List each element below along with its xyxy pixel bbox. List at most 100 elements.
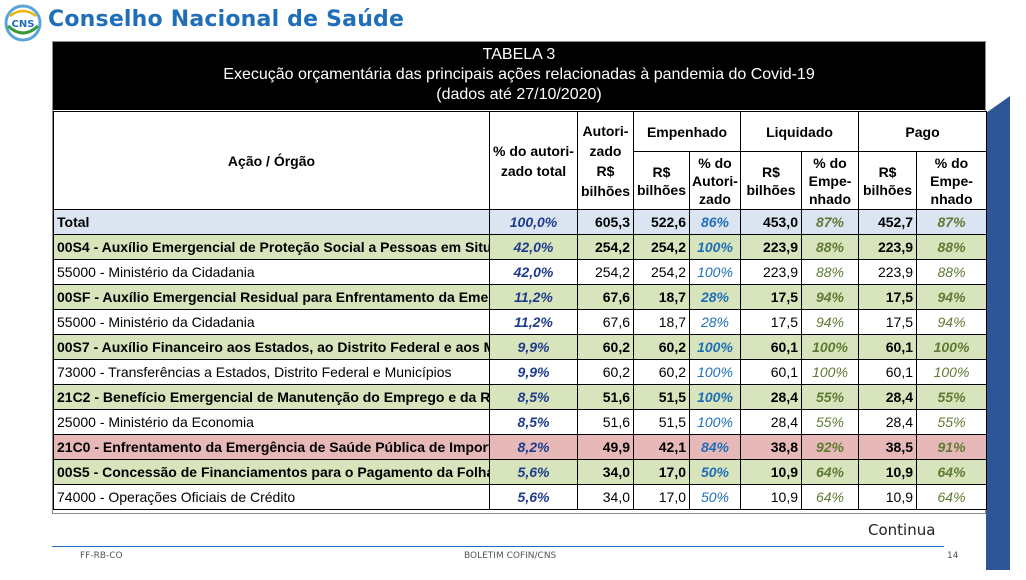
row-liquidado: 17,5 (740, 284, 802, 310)
row-name: 00S5 - Concessão de Financiamentos para … (53, 459, 490, 485)
budget-table: Ação / Órgão % do autori- zado total Aut… (53, 111, 988, 510)
budget-table-panel: TABELA 3 Execução orçamentária das princ… (52, 41, 988, 514)
row-empenhado-pct: 100% (689, 359, 741, 385)
row-pct-autorizado: 8,5% (489, 384, 578, 410)
table-row: 00S5 - Concessão de Financiamentos para … (53, 459, 988, 485)
row-name: 25000 - Ministério da Economia (53, 409, 490, 435)
row-empenhado-pct: 100% (689, 384, 741, 410)
row-liquidado-pct: 92% (800, 434, 860, 460)
header-pago: Pago (858, 111, 988, 152)
row-empenhado-pct: 100% (689, 234, 741, 260)
row-pago: 17,5 (858, 309, 918, 335)
row-empenhado-pct: 28% (689, 284, 741, 310)
row-empenhado: 18,7 (633, 309, 690, 335)
row-name: Total (53, 209, 490, 235)
decorative-bar (986, 112, 1010, 570)
row-liquidado: 60,1 (740, 359, 802, 385)
row-empenhado: 254,2 (633, 234, 690, 260)
row-autorizado: 51,6 (577, 384, 634, 410)
row-autorizado: 254,2 (577, 259, 634, 285)
table-row: 55000 - Ministério da Cidadania 42,0% 25… (53, 259, 988, 285)
table-title: Execução orçamentária das principais açõ… (223, 66, 815, 83)
row-liquidado-pct: 94% (800, 309, 860, 335)
row-empenhado: 60,2 (633, 334, 690, 360)
footer-left: FF-RB-CO (80, 551, 123, 561)
row-name: 21C0 - Enfrentamento da Emergência de Sa… (53, 434, 490, 460)
row-pct-autorizado: 5,6% (489, 484, 578, 510)
row-pago: 60,1 (858, 359, 918, 385)
row-empenhado: 522,6 (633, 209, 690, 235)
row-pago: 10,9 (858, 484, 918, 510)
row-liquidado: 223,9 (740, 259, 802, 285)
row-name: 73000 - Transferências a Estados, Distri… (53, 359, 490, 385)
row-name: 55000 - Ministério da Cidadania (53, 259, 490, 285)
row-liquidado: 17,5 (740, 309, 802, 335)
table-row: 55000 - Ministério da Cidadania 11,2% 67… (53, 309, 988, 335)
table-date-note: (dados até 27/10/2020) (436, 86, 602, 103)
row-pago-pct: 55% (916, 409, 988, 435)
row-liquidado-pct: 87% (800, 209, 860, 235)
row-pago: 28,4 (858, 409, 918, 435)
row-liquidado-pct: 88% (800, 234, 860, 260)
row-empenhado: 42,1 (633, 434, 690, 460)
row-empenhado-pct: 84% (689, 434, 741, 460)
table-title-block: TABELA 3 Execução orçamentária das princ… (53, 42, 985, 110)
table-row: 73000 - Transferências a Estados, Distri… (53, 359, 988, 385)
row-liquidado: 28,4 (740, 384, 802, 410)
row-liquidado-pct: 94% (800, 284, 860, 310)
row-autorizado: 34,0 (577, 459, 634, 485)
row-autorizado: 67,6 (577, 284, 634, 310)
table-row: 00SF - Auxílio Emergencial Residual para… (53, 284, 988, 310)
row-name: 74000 - Operações Oficiais de Crédito (53, 484, 490, 510)
row-liquidado-pct: 64% (800, 484, 860, 510)
row-autorizado: 60,2 (577, 359, 634, 385)
row-autorizado: 49,9 (577, 434, 634, 460)
row-empenhado: 17,0 (633, 484, 690, 510)
row-liquidado-pct: 88% (800, 259, 860, 285)
row-pago-pct: 94% (916, 309, 988, 335)
table-row: 21C0 - Enfrentamento da Emergência de Sa… (53, 434, 988, 460)
row-empenhado-pct: 50% (689, 484, 741, 510)
row-name: 00S4 - Auxílio Emergencial de Proteção S… (53, 234, 490, 260)
row-pct-autorizado: 8,5% (489, 409, 578, 435)
cns-logo: CNS (4, 4, 42, 42)
row-liquidado: 10,9 (740, 459, 802, 485)
row-pct-autorizado: 5,6% (489, 459, 578, 485)
row-pago-pct: 88% (916, 259, 988, 285)
row-empenhado-pct: 100% (689, 334, 741, 360)
row-liquidado: 10,9 (740, 484, 802, 510)
row-pago-pct: 64% (916, 484, 988, 510)
row-pago-pct: 55% (916, 384, 988, 410)
header-pct-autorizado: % do autori- zado total (489, 111, 578, 210)
table-number: TABELA 3 (482, 46, 556, 63)
row-empenhado: 60,2 (633, 359, 690, 385)
row-autorizado: 60,2 (577, 334, 634, 360)
row-pago-pct: 64% (916, 459, 988, 485)
row-empenhado: 18,7 (633, 284, 690, 310)
row-autorizado: 34,0 (577, 484, 634, 510)
page-number: 14 (947, 551, 959, 561)
row-pct-autorizado: 11,2% (489, 309, 578, 335)
row-name: 00SF - Auxílio Emergencial Residual para… (53, 284, 490, 310)
row-autorizado: 254,2 (577, 234, 634, 260)
table-row: 00S4 - Auxílio Emergencial de Proteção S… (53, 234, 988, 260)
row-empenhado: 51,5 (633, 409, 690, 435)
row-liquidado-pct: 64% (800, 459, 860, 485)
footer-center: BOLETIM COFIN/CNS (464, 551, 557, 561)
row-autorizado: 605,3 (577, 209, 634, 235)
row-liquidado-pct: 55% (800, 384, 860, 410)
row-pct-autorizado: 8,2% (489, 434, 578, 460)
header-liquidado: Liquidado (739, 111, 860, 152)
row-liquidado: 223,9 (740, 234, 802, 260)
row-empenhado: 254,2 (633, 259, 690, 285)
row-pago: 452,7 (858, 209, 918, 235)
row-pago-pct: 87% (916, 209, 988, 235)
row-autorizado: 67,6 (577, 309, 634, 335)
row-pct-autorizado: 9,9% (489, 334, 578, 360)
row-pago: 10,9 (858, 459, 918, 485)
row-pago: 28,4 (858, 384, 918, 410)
header-emp-pct: % do Autori-zado (689, 151, 741, 210)
row-empenhado-pct: 86% (689, 209, 741, 235)
row-pago: 223,9 (858, 259, 918, 285)
row-liquidado-pct: 100% (800, 359, 860, 385)
